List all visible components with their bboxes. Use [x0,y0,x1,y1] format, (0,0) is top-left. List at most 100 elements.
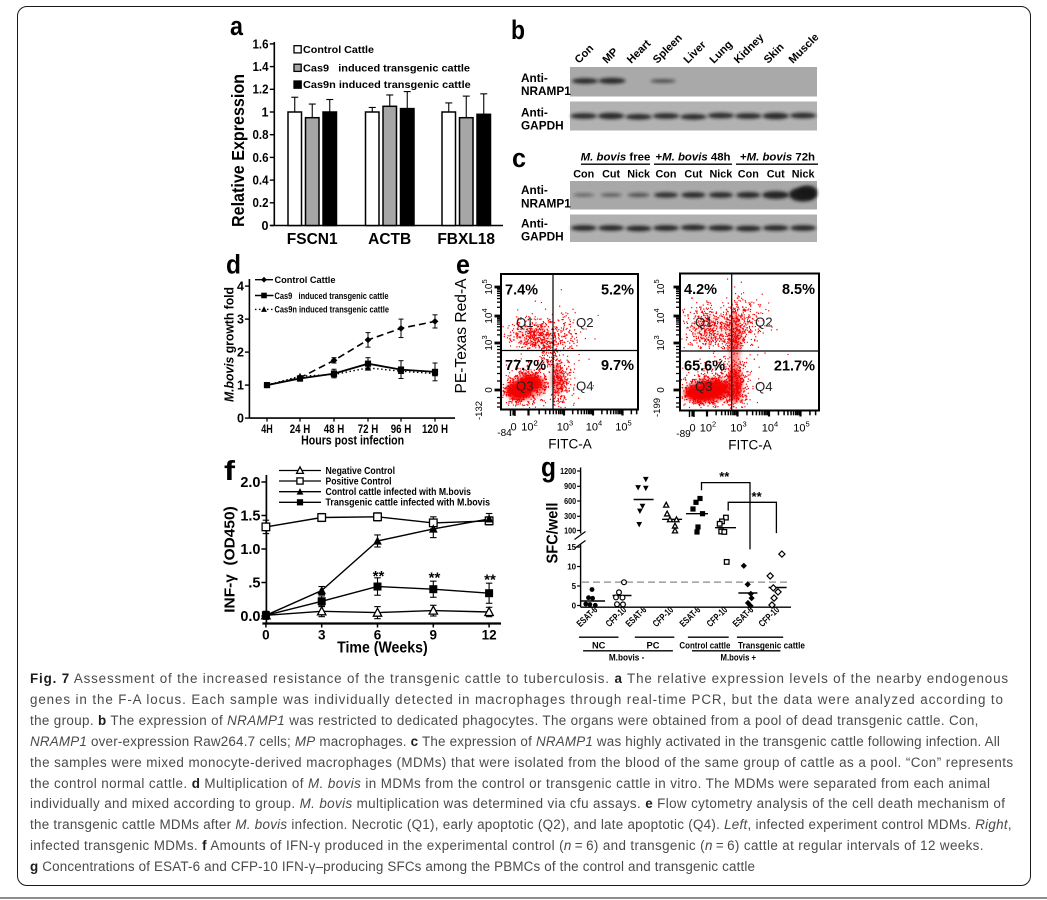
svg-text:600: 600 [564,497,576,506]
svg-text:96 H: 96 H [391,424,412,436]
svg-text:**: ** [484,572,496,589]
svg-text:0.2: 0.2 [253,196,269,210]
svg-text:Nick: Nick [792,169,816,181]
svg-text:Lung: Lung [708,39,735,66]
svg-text:1.6: 1.6 [253,37,269,51]
svg-text:-132: -132 [474,401,485,420]
svg-text:6: 6 [374,628,382,643]
svg-text:M.bovis -: M.bovis - [609,653,645,663]
svg-text:FBXL18: FBXL18 [437,231,495,248]
svg-text:0: 0 [656,387,667,393]
svg-text:48 H: 48 H [324,424,345,436]
svg-text:GAPDH: GAPDH [521,119,564,133]
svg-text:Positive Control: Positive Control [326,476,392,487]
svg-text:0: 0 [689,423,695,435]
svg-text:104: 104 [586,419,602,434]
svg-text:2: 2 [237,346,244,360]
svg-text:FITC-A: FITC-A [728,438,772,453]
svg-text:+M. bovis 72h: +M. bovis 72h [740,152,815,164]
svg-text:Muscle: Muscle [787,31,822,66]
svg-text:7.4%: 7.4% [505,283,538,299]
svg-text:b: b [511,15,525,45]
svg-text:Q3: Q3 [516,379,534,394]
svg-text:c: c [512,143,526,173]
svg-text:1.5: 1.5 [240,509,260,525]
svg-text:M. bovis free: M. bovis free [581,152,651,164]
svg-text:Q3: Q3 [695,379,713,394]
svg-text:-89: -89 [676,429,691,440]
svg-text:120 H: 120 H [422,424,448,436]
svg-text:5: 5 [572,582,577,591]
svg-text:Anti-: Anti- [521,217,548,231]
svg-text:Cas9n induced transgenic cattl: Cas9n induced transgenic cattle [275,304,390,315]
svg-text:INF-γ (OD450): INF-γ (OD450) [222,506,239,613]
svg-text:103: 103 [480,335,495,350]
svg-text:15: 15 [567,543,576,552]
svg-text:-199: -199 [652,398,663,417]
svg-text:Control cattle infected with M: Control cattle infected with M.bovis [326,487,472,498]
svg-text:5.2%: 5.2% [601,283,634,299]
svg-text:0.0: 0.0 [240,609,260,625]
svg-text:1.0: 1.0 [240,542,260,558]
svg-text:0: 0 [262,219,269,233]
svg-text:Control Cattle: Control Cattle [275,274,336,285]
svg-text:Negative Control: Negative Control [326,466,396,477]
svg-text:M.bovis +: M.bovis + [721,653,757,663]
svg-text:Con: Con [738,169,759,181]
svg-text:**: ** [719,469,730,484]
svg-text:8.5%: 8.5% [782,282,815,298]
svg-text:103: 103 [557,419,573,434]
svg-text:Q2: Q2 [755,315,773,330]
svg-text:ESAT-6: ESAT-6 [575,605,600,630]
svg-text:Nick: Nick [627,169,651,181]
svg-text:100: 100 [564,526,576,535]
svg-text:.5: .5 [248,576,260,592]
svg-text:Time (Weeks): Time (Weeks) [337,640,428,657]
svg-text:CFP-10: CFP-10 [705,605,730,630]
svg-text:Relative Expression: Relative Expression [228,74,248,227]
svg-text:Skin: Skin [762,41,787,66]
svg-text:105: 105 [615,419,631,434]
svg-text:0: 0 [484,387,495,393]
svg-text:104: 104 [762,420,778,435]
svg-text:300: 300 [564,512,576,521]
svg-text:FITC-A: FITC-A [548,437,592,452]
svg-text:3: 3 [237,313,244,327]
svg-text:Q4: Q4 [755,379,773,394]
svg-text:Q1: Q1 [695,315,713,330]
svg-text:103: 103 [652,335,667,350]
svg-text:Anti-: Anti- [521,71,548,85]
svg-text:CFP-10: CFP-10 [757,605,782,630]
svg-text:Cut: Cut [602,169,620,181]
svg-text:12: 12 [482,628,497,643]
svg-text:Control Cattle: Control Cattle [303,45,374,56]
svg-text:Con: Con [656,169,677,181]
svg-text:0: 0 [572,601,577,610]
svg-text:Cas9 induced transgenic catt: Cas9 induced transgenic cattle [303,63,470,74]
svg-text:Spleen: Spleen [651,32,685,66]
svg-text:105: 105 [480,279,495,294]
svg-text:4.2%: 4.2% [684,282,717,298]
svg-text:102: 102 [521,419,537,434]
svg-text:1200: 1200 [560,467,576,476]
svg-text:72 H: 72 H [358,424,379,436]
svg-text:105: 105 [652,279,667,294]
svg-text:PE-Texas Red-A: PE-Texas Red-A [453,278,470,393]
svg-text:Cut: Cut [684,169,702,181]
svg-text:Q2: Q2 [576,315,594,330]
svg-text:102: 102 [700,420,716,435]
svg-text:ESAT-6: ESAT-6 [624,605,649,630]
svg-text:Con: Con [573,169,594,181]
svg-text:Hours post infection: Hours post infection [301,433,404,448]
svg-text:NC: NC [592,641,606,651]
svg-text:Transgenic cattle: Transgenic cattle [738,641,805,651]
svg-text:Nick: Nick [709,169,733,181]
svg-text:**: ** [429,570,441,587]
svg-text:105: 105 [793,420,809,435]
svg-text:Cas9n induced transgenic cattl: Cas9n induced transgenic cattle [303,80,471,91]
svg-text:FSCN1: FSCN1 [287,231,338,248]
svg-text:0: 0 [510,422,516,434]
svg-text:GAPDH: GAPDH [521,230,564,244]
svg-text:0.6: 0.6 [253,151,269,165]
svg-text:PC: PC [647,641,660,651]
